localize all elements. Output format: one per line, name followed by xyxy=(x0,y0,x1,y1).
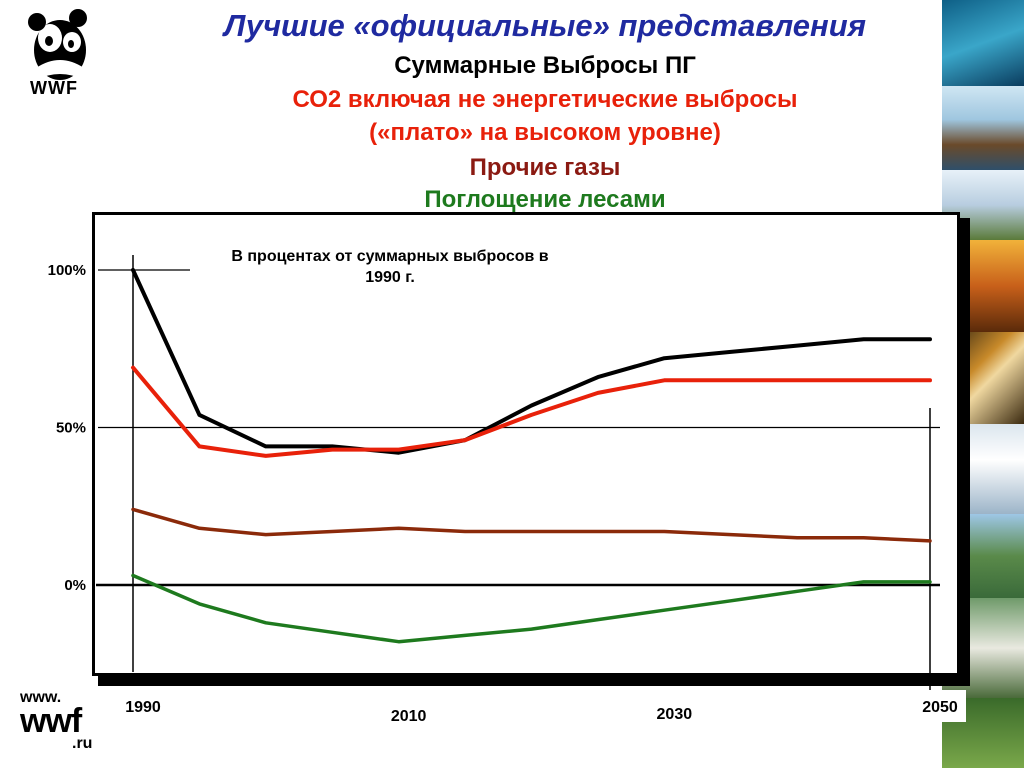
legend-co2-line1: СО2 включая не энергетические выбросы xyxy=(292,86,798,113)
wwf-logo-text: WWF xyxy=(30,78,78,98)
legend-forest-absorption: Поглощение лесами xyxy=(424,186,666,213)
page-subtitle: Суммарные Выбросы ПГ xyxy=(394,52,696,79)
logo-ru: .ru xyxy=(72,735,93,752)
y-tick-label: 100% xyxy=(48,262,86,279)
panda-logo-icon xyxy=(28,9,87,80)
chart-annotation: В процентах от суммарных выбросов в 1990… xyxy=(231,248,549,286)
x-tick-label: 2050 xyxy=(922,699,958,716)
series-line-other xyxy=(131,507,932,543)
nature-photo-strip xyxy=(942,0,1024,768)
legend-co2-line2: («плато» на высоком уровне) xyxy=(369,119,721,146)
x-tick-label-bg xyxy=(894,690,966,722)
logo-www: www. xyxy=(20,689,62,706)
x-tick-label: 1990 xyxy=(125,699,161,716)
x-tick-label: 2010 xyxy=(391,708,427,725)
series-line-co2 xyxy=(131,365,932,458)
series-line-total xyxy=(131,268,932,455)
series-line-forest xyxy=(131,573,932,644)
logo-wwf: wwf xyxy=(20,702,82,740)
y-tick-label: 50% xyxy=(56,420,86,437)
chart-frame xyxy=(92,212,960,676)
wwf-ru-logo: www. wwf .ru xyxy=(20,690,92,752)
page-title: Лучшие «официальные» представления xyxy=(224,8,866,43)
legend-other-gases: Прочие газы xyxy=(469,154,621,181)
y-tick-label: 0% xyxy=(64,577,86,594)
x-tick-label: 2030 xyxy=(657,706,693,723)
